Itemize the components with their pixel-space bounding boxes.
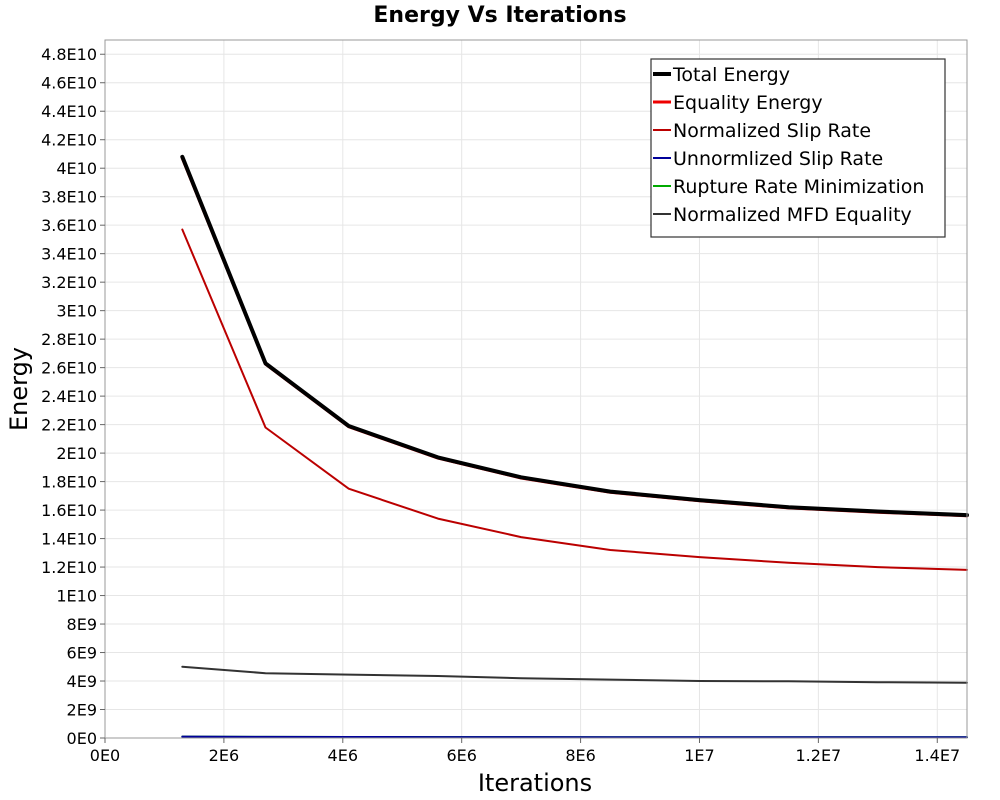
y-tick-label: 2E10 [56,444,97,463]
series-line-total-energy [180,154,969,518]
x-tick-label: 0E0 [90,746,120,765]
legend-entry-label: Total Energy [672,64,790,86]
x-axis-ticks: 0E0 2E6 4E6 6E6 8E6 1E7 1.2E7 1.4E7 [90,738,960,765]
y-tick-label: 1.4E10 [41,530,97,549]
x-tick-label: 6E6 [446,746,476,765]
legend-entry-label: Unnormlized Slip Rate [673,148,883,170]
y-tick-label: 1.2E10 [41,558,97,577]
series-line-normalized-mfd-equality [181,665,968,684]
y-tick-label: 4E9 [67,672,97,691]
x-tick-label: 1.4E7 [914,746,960,765]
y-tick-label: 2.4E10 [41,387,97,406]
legend-entry-label: Rupture Rate Minimization [673,176,924,198]
y-tick-label: 3E10 [56,302,97,321]
series-line-normalized-slip-rate [181,228,968,571]
y-tick-label: 3.4E10 [41,245,97,264]
plot-frame [104,39,968,739]
y-tick-label: 2E9 [67,701,97,720]
y-tick-label: 4.2E10 [41,131,97,150]
x-tick-label: 8E6 [565,746,595,765]
y-tick-label: 8E9 [67,615,97,634]
y-tick-label: 2.8E10 [41,330,97,349]
y-tick-label: 0E0 [67,729,97,748]
y-axis-ticks: 0E0 2E9 4E9 6E9 8E9 1E10 1.2E10 1.4E10 1.6E10 1.8… [41,45,105,748]
y-tick-label: 2.6E10 [41,359,97,378]
x-tick-label: 1E7 [684,746,714,765]
y-tick-label: 4E10 [56,159,97,178]
x-tick-label: 4E6 [328,746,358,765]
x-axis-label: Iterations [478,769,592,797]
x-tick-label: 1.2E7 [796,746,842,765]
legend: Total Energy Equality Energy Normalized Sl… [650,58,946,238]
chart-title: Energy Vs Iterations [373,3,626,28]
legend-entry-label: Equality Energy [673,92,823,114]
y-axis-label: Energy [5,347,33,431]
y-tick-label: 4.4E10 [41,102,97,121]
y-tick-label: 6E9 [67,644,97,663]
y-tick-label: 1E10 [56,587,97,606]
series-line-unnormlized-slip-rate [181,735,968,739]
y-tick-label: 1.8E10 [41,473,97,492]
y-tick-label: 3.2E10 [41,273,97,292]
y-tick-label: 1.6E10 [41,501,97,520]
x-tick-label: 2E6 [209,746,239,765]
legend-box [650,58,946,238]
legend-entry-label: Normalized Slip Rate [673,120,871,142]
series-lines [180,154,969,739]
y-tick-label: 3.6E10 [41,216,97,235]
y-tick-label: 4.6E10 [41,74,97,93]
y-tick-label: 3.8E10 [41,188,97,207]
y-tick-label: 2.2E10 [41,416,97,435]
legend-entry-label: Normalized MFD Equality [673,204,912,226]
y-tick-label: 4.8E10 [41,45,97,64]
